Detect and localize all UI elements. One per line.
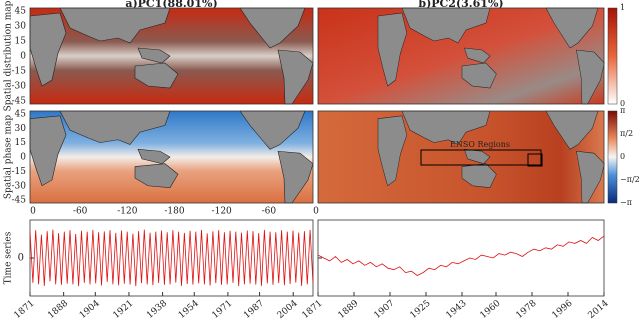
- map-y-tick-label: 45: [15, 7, 27, 17]
- map-x-tick-label: -60: [73, 207, 88, 217]
- map-y-tick-label: -30: [12, 181, 27, 191]
- row-label: Spatial phase map: [4, 115, 14, 200]
- map-y-tick-label: 15: [15, 138, 27, 148]
- x-tick-label: 1954: [177, 298, 201, 321]
- colorbar-tick-label: π/2: [620, 129, 633, 138]
- x-tick-label: 1960: [479, 298, 503, 321]
- colorbar-tick-label: 0: [620, 152, 625, 161]
- x-tick-label: 1971: [210, 299, 234, 321]
- x-tick-label: 1907: [373, 298, 397, 321]
- colorbar: [607, 110, 618, 204]
- annotation: ENSO Regions: [450, 140, 510, 149]
- map-frame: [29, 7, 314, 105]
- enso-box: [420, 149, 542, 166]
- map-frame: [317, 7, 605, 105]
- series-line: [317, 235, 605, 276]
- series-line: [29, 229, 314, 287]
- map-x-tick-label: 0: [30, 207, 36, 217]
- x-tick-label: 1904: [78, 298, 102, 321]
- x-tick-label: 1889: [337, 298, 361, 321]
- x-tick-label: 1921: [112, 299, 136, 321]
- panel-title: b)PC2(3.61%): [418, 0, 503, 10]
- panel-title: a)PC1(88.01%): [125, 0, 217, 10]
- map-x-tick-label: 0: [313, 207, 319, 217]
- x-tick-label: 2004: [276, 298, 300, 321]
- map-y-tick-label: 45: [15, 109, 27, 119]
- map-y-tick-label: 0: [20, 52, 26, 62]
- map-y-tick-label: -45: [12, 97, 27, 107]
- map-frame: [29, 110, 314, 204]
- colorbar-tick-label: 1: [620, 3, 625, 12]
- enso-box: [527, 153, 543, 167]
- colorbar-tick-label: −π/2: [620, 175, 640, 184]
- map-x-tick-label: -60: [262, 207, 277, 217]
- x-tick-label: 1871: [13, 299, 37, 321]
- map-frame: [317, 110, 605, 204]
- map-x-tick-label: -180: [164, 207, 184, 217]
- x-tick-label: 1925: [409, 298, 433, 321]
- x-tick-label: 1888: [46, 298, 70, 321]
- colorbar-tick-label: −π: [620, 198, 632, 207]
- x-tick-label: 1996: [551, 298, 575, 321]
- map-x-tick-label: -120: [117, 207, 137, 217]
- map-y-tick-label: 0: [20, 153, 26, 163]
- map-y-tick-label: -15: [12, 167, 27, 177]
- colorbar-tick-label: 0: [620, 99, 625, 108]
- y-tick-label: 0: [18, 253, 24, 264]
- row-label: Time series: [4, 231, 14, 284]
- map-y-tick-label: 15: [15, 37, 27, 47]
- x-tick-label: 1978: [515, 298, 539, 321]
- colorbar: [607, 7, 618, 105]
- plot-frame: [317, 219, 605, 297]
- row-label: Spatial distribution map: [4, 0, 14, 111]
- x-tick-label: 1943: [445, 298, 469, 321]
- x-tick-label: 1938: [145, 298, 169, 321]
- colorbar-tick-label: π: [620, 106, 625, 115]
- x-tick-label: 1987: [242, 298, 266, 321]
- map-y-tick-label: 30: [15, 22, 27, 32]
- map-y-tick-label: -15: [12, 67, 27, 77]
- map-y-tick-label: -30: [12, 82, 27, 92]
- map-y-tick-label: -45: [12, 196, 27, 206]
- x-tick-label: 2014: [587, 298, 611, 321]
- map-y-tick-label: 30: [15, 124, 27, 134]
- map-x-tick-label: -120: [212, 207, 232, 217]
- x-tick-label: 1871: [301, 299, 325, 321]
